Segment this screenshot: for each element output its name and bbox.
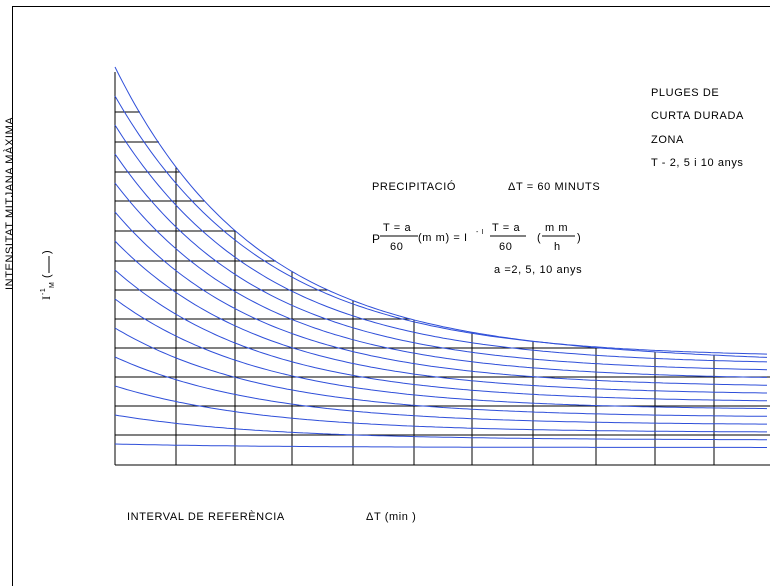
formula: P T = a 60 (m m) = I - I T = a 60 ( m m … bbox=[372, 222, 581, 253]
intensity-curve bbox=[114, 240, 767, 394]
grid-lines bbox=[115, 111, 770, 465]
y-axis-label: INTENSITAT MITJANA MÀXIMA bbox=[3, 117, 16, 290]
delta-t-label: ΔT = 60 MINUTS bbox=[508, 181, 600, 193]
intensity-curve bbox=[114, 153, 768, 371]
title-line-4: T - 2, 5 i 10 anys bbox=[651, 157, 744, 169]
formula-den3: h bbox=[554, 241, 561, 253]
formula-num1: T = a bbox=[383, 222, 411, 234]
a-values-label: a =2, 5, 10 anys bbox=[494, 264, 582, 276]
axes bbox=[114, 72, 770, 466]
intensity-curve bbox=[114, 211, 767, 386]
formula-p: P bbox=[372, 232, 381, 246]
formula-paren-open: ( bbox=[537, 232, 541, 244]
y-sub: M bbox=[49, 282, 56, 288]
y-paren-close: ) bbox=[41, 250, 53, 254]
formula-super: - I bbox=[476, 229, 484, 236]
formula-mid: (m m) = I bbox=[418, 232, 468, 244]
intensity-curve bbox=[114, 443, 767, 448]
figure-frame bbox=[12, 6, 770, 586]
intensity-curve bbox=[114, 414, 767, 441]
title-line-1: PLUGES DE bbox=[651, 87, 719, 99]
y-symbol: I bbox=[39, 295, 53, 300]
y-paren-open: ( bbox=[41, 274, 53, 278]
intensity-curve bbox=[114, 298, 768, 410]
x-axis-label: INTERVAL DE REFERÈNCIA bbox=[127, 510, 285, 523]
precipitation-label: PRECIPITACIÓ bbox=[372, 180, 456, 193]
formula-paren-close: ) bbox=[577, 232, 581, 244]
x-axis-unit: ΔT (min ) bbox=[366, 511, 416, 523]
intensity-curve bbox=[114, 269, 768, 402]
title-line-2: CURTA DURADA bbox=[651, 110, 744, 122]
formula-den1: 60 bbox=[390, 241, 403, 253]
intensity-curve bbox=[114, 385, 767, 433]
y-axis-symbol: I -1 M ( ) bbox=[39, 250, 56, 300]
intensity-curve bbox=[114, 124, 768, 363]
intensity-curve bbox=[114, 327, 767, 417]
idf-diagram: INTENSITAT MITJANA MÀXIMA I -1 M ( ) PLU… bbox=[3, 66, 770, 523]
title-line-3: ZONA bbox=[651, 134, 684, 146]
formula-den2: 60 bbox=[499, 241, 512, 253]
intensity-curve bbox=[114, 66, 768, 358]
intensity-curves bbox=[114, 66, 768, 448]
formula-num2: T = a bbox=[492, 222, 520, 234]
y-super: -1 bbox=[40, 288, 47, 295]
intensity-curve bbox=[114, 182, 767, 378]
intensity-curve bbox=[114, 356, 767, 425]
formula-num3: m m bbox=[545, 222, 568, 234]
intensity-curve bbox=[114, 95, 768, 355]
